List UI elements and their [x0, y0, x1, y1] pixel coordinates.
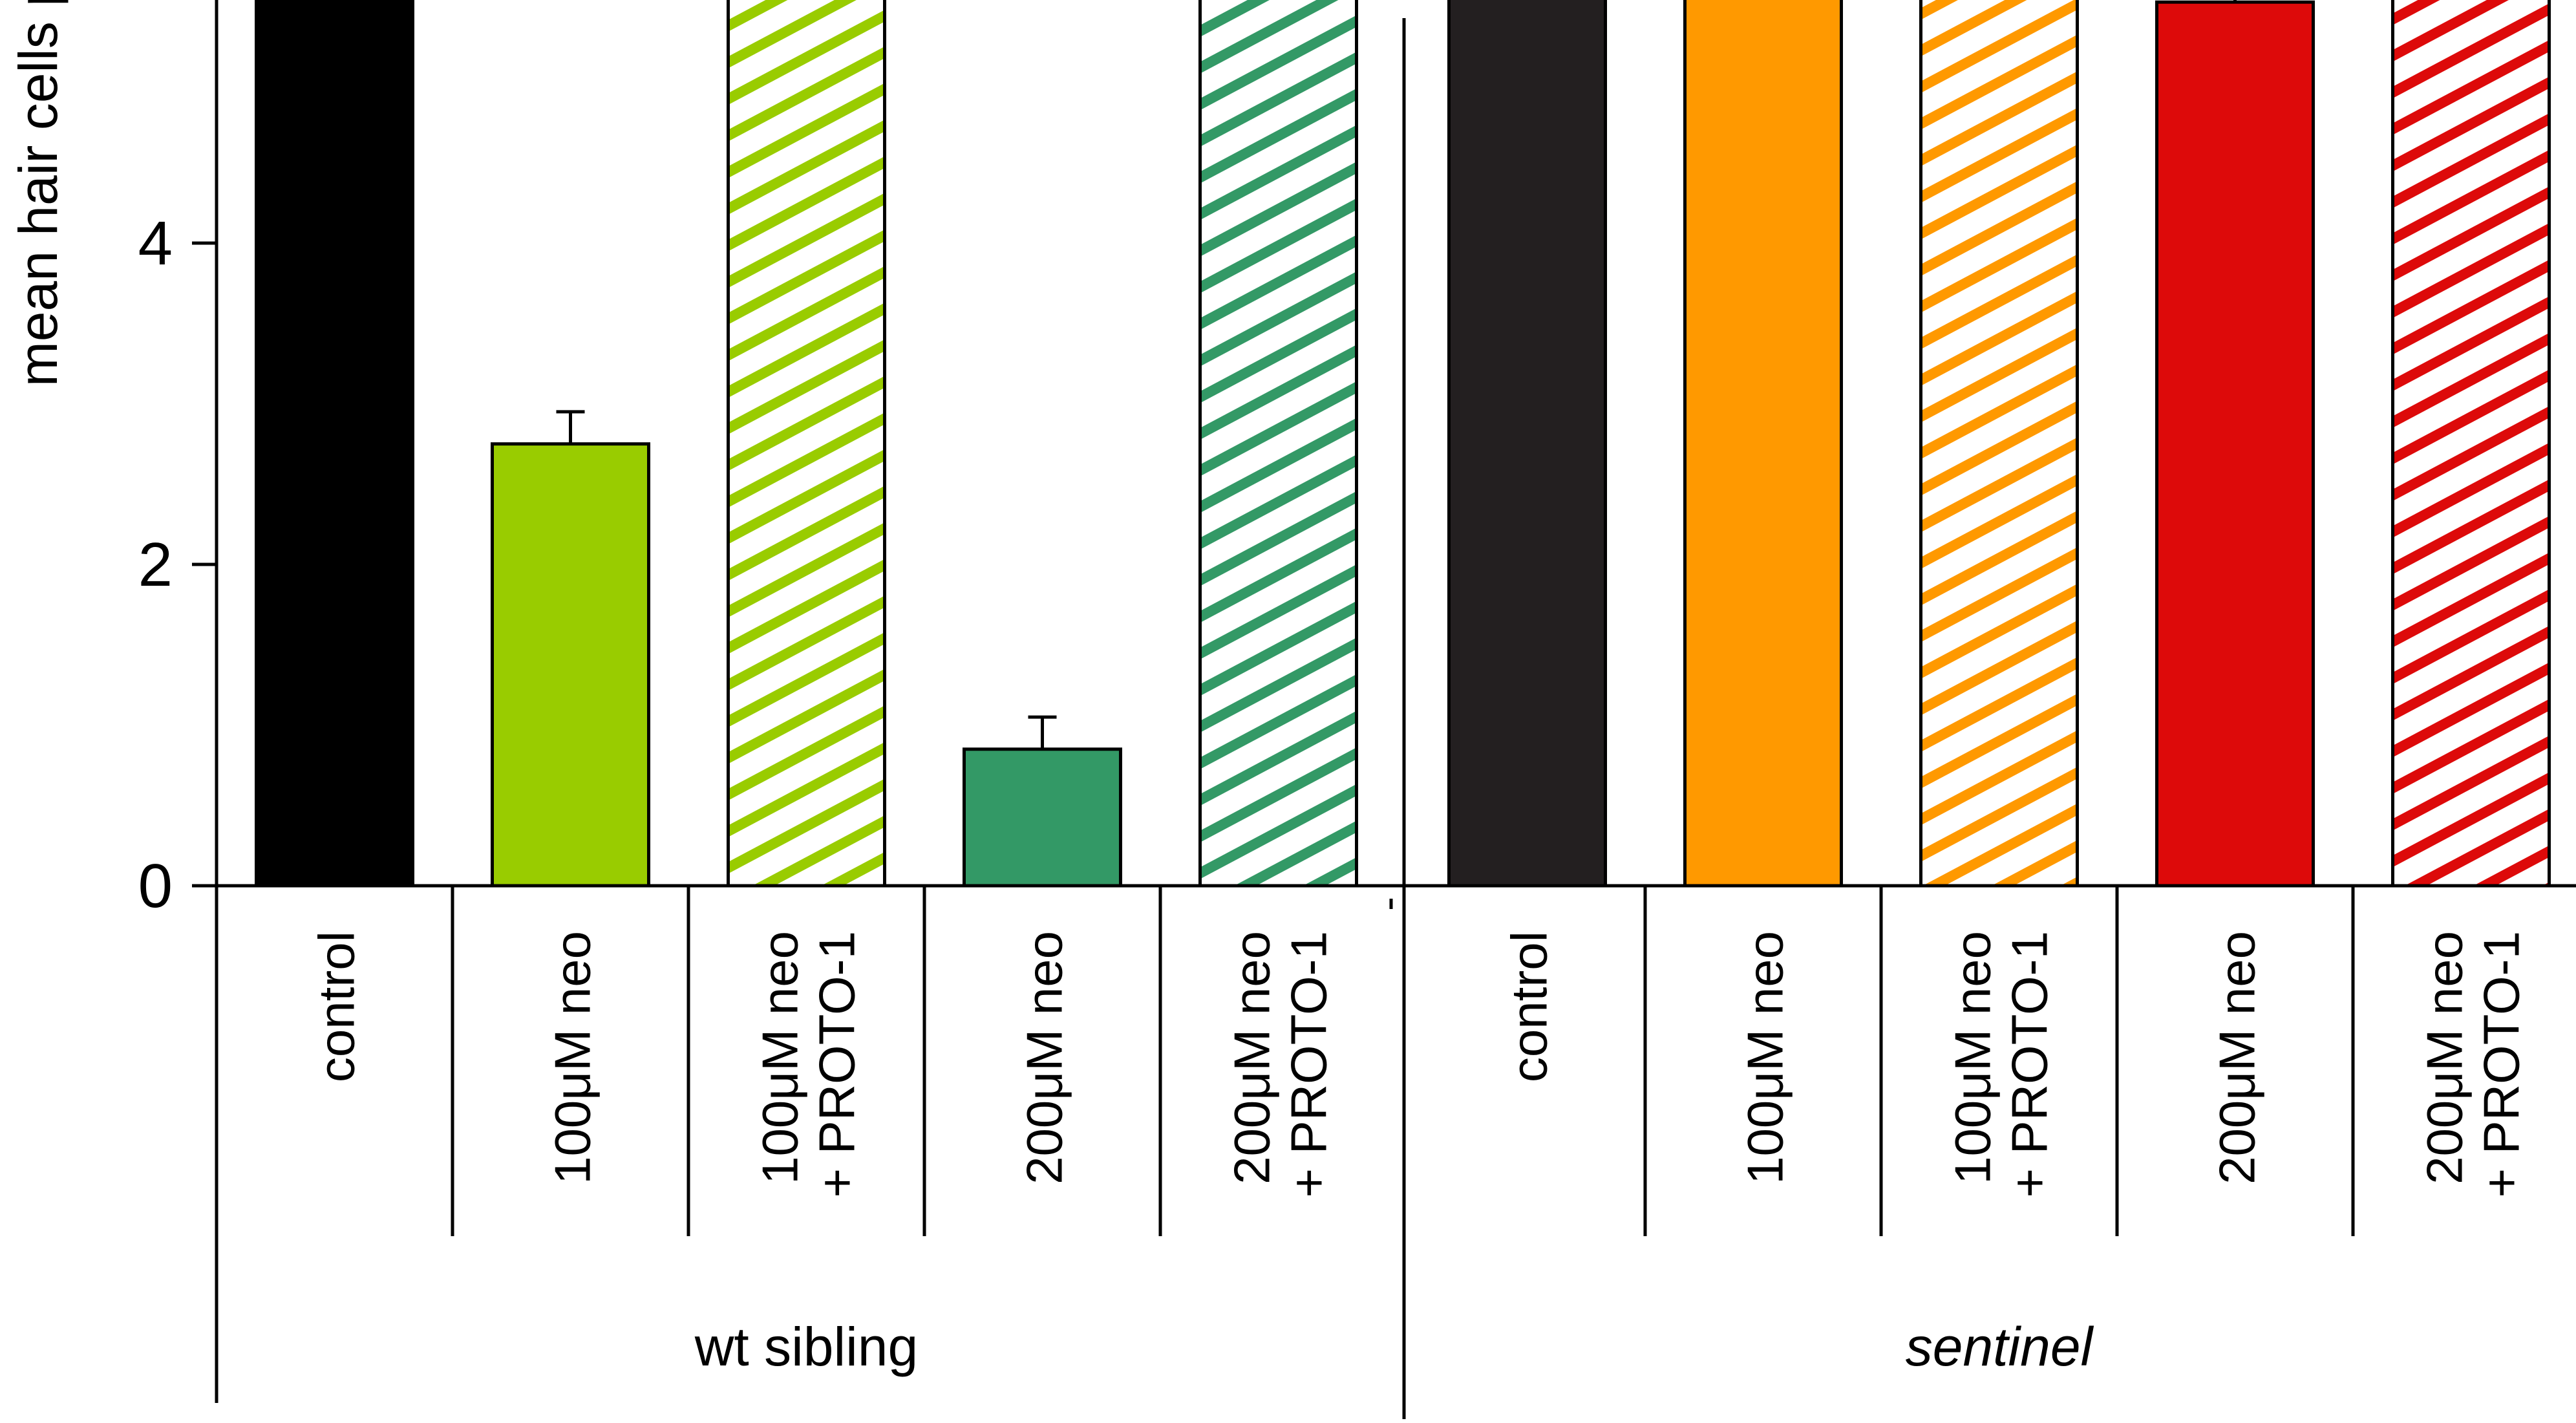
labels: 0246810mean hair cells per neuromastcont… — [8, 0, 2530, 1377]
category-label-wt-sibling-control: control — [308, 931, 365, 1082]
category-label-sentinel-200um-neo: 200μM neo — [2209, 931, 2266, 1184]
bar-wt-sibling-100um-neo — [491, 442, 650, 888]
bar-sentinel-100um-neo — [1683, 0, 1843, 888]
category-label-wt-sibling-200um-neo-proto-1-line2: + PROTO-1 — [1281, 931, 1337, 1198]
category-label-wt-sibling-100um-neo: 100μM neo — [544, 931, 601, 1184]
bar-sentinel-control — [1447, 0, 1607, 888]
category-label-sentinel-200um-neo-proto-1-line2: + PROTO-1 — [2473, 931, 2530, 1198]
y-tick-label-0: 0 — [138, 851, 173, 921]
category-label-sentinel-control: control — [1501, 931, 1558, 1082]
bars — [255, 0, 2551, 888]
bar-sentinel-100um-neo-proto-1 — [1919, 0, 2079, 888]
bar-wt-sibling-100um-neo-proto-1 — [727, 0, 886, 888]
y-axis-title: mean hair cells per neuromast — [8, 0, 69, 387]
bar-sentinel-200um-neo-proto-1 — [2391, 0, 2551, 888]
y-tick-label-4: 4 — [138, 209, 173, 278]
bar-wt-sibling-control — [255, 0, 414, 888]
category-label-sentinel-100um-neo-proto-1-line2: + PROTO-1 — [2001, 931, 2058, 1198]
group-label-sentinel: sentinel — [1906, 1316, 2094, 1377]
bar-sentinel-200um-neo — [2155, 0, 2315, 888]
category-label-sentinel-100um-neo-proto-1-line1: 100μM neo — [1944, 931, 2001, 1184]
bar-wt-sibling-200um-neo — [963, 747, 1122, 888]
group-label-wt-sibling: wt sibling — [694, 1316, 918, 1377]
category-label-wt-sibling-200um-neo-proto-1-line1: 200μM neo — [1224, 931, 1281, 1184]
category-label-sentinel-100um-neo: 100μM neo — [1737, 931, 1794, 1184]
category-label-sentinel-200um-neo-proto-1-line1: 200μM neo — [2416, 931, 2473, 1184]
category-label-wt-sibling-100um-neo-proto-1-line1: 100μM neo — [752, 931, 809, 1184]
category-label-wt-sibling-200um-neo: 200μM neo — [1016, 931, 1073, 1184]
bar-wt-sibling-200um-neo-proto-1 — [1198, 0, 1358, 888]
category-label-wt-sibling-100um-neo-proto-1-line2: + PROTO-1 — [809, 931, 866, 1198]
y-tick-label-2: 2 — [138, 530, 173, 599]
